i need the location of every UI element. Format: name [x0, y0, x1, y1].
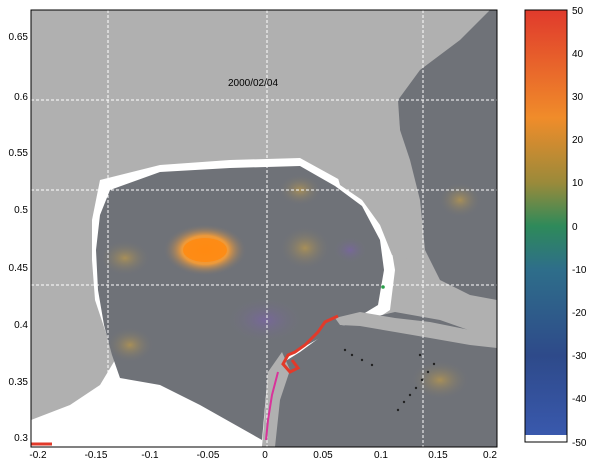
cuba-island [335, 312, 497, 348]
cool-anomaly-central [225, 296, 305, 344]
colorbar-tick-label: 30 [572, 92, 584, 103]
x-tick-label: -0.15 [85, 450, 108, 461]
warm-anomaly-atlantic [438, 182, 482, 218]
colorbar-tick-label: 40 [572, 49, 584, 60]
caribbean-ocean-field [265, 312, 497, 447]
colorbar-tick-label: 50 [572, 6, 584, 17]
warm-anomaly-south [106, 327, 154, 363]
florida-peninsula [330, 110, 415, 262]
colorbar-tick-label: 20 [572, 135, 584, 146]
x-tick-label: -0.05 [197, 450, 220, 461]
track-points [343, 348, 436, 412]
warm-anomaly-north [278, 174, 322, 206]
colorbar-tick-label: 10 [572, 178, 584, 189]
x-tick-label: 0.2 [483, 450, 497, 461]
y-tick-label: 0.55 [9, 148, 29, 159]
warm-anomaly-caribbean [410, 360, 470, 400]
plot-area [31, 10, 497, 447]
colorbar-tick-label: -10 [572, 265, 587, 276]
warm-eddy-core [183, 238, 227, 262]
graticule [31, 10, 497, 447]
y-tick-label: 0.35 [9, 377, 29, 388]
plot-frame [30, 9, 498, 448]
colorbar-gradient [525, 10, 567, 442]
date-label: 2000/02/04 [228, 78, 278, 89]
colorbar-tick-label: -20 [572, 308, 587, 319]
x-axis: -0.2 -0.15 -0.1 -0.05 0 0.05 0.1 0.15 0.… [29, 450, 497, 461]
colorbar-tick-label: 0 [572, 222, 578, 233]
y-tick-label: 0.4 [14, 320, 28, 331]
colorbar-min-swatch [525, 435, 567, 442]
station-marker [381, 285, 385, 289]
y-tick-label: 0.6 [14, 92, 28, 103]
x-tick-label: 0.1 [374, 450, 388, 461]
satellite-track-south [265, 371, 279, 441]
x-tick-label: -0.2 [29, 450, 47, 461]
warm-anomaly-west [99, 240, 151, 276]
satellite-track [281, 314, 339, 374]
y-tick-label: 0.65 [9, 32, 29, 43]
y-axis: 0.65 0.6 0.55 0.5 0.45 0.4 0.35 0.3 [9, 32, 29, 444]
y-tick-label: 0.5 [14, 205, 28, 216]
colorbar-tick-label: -30 [572, 351, 587, 362]
cool-anomaly-east [332, 236, 368, 264]
yucatan-peninsula [262, 352, 290, 447]
x-tick-label: 0.15 [428, 450, 448, 461]
colorbar-tick-label: -50 [572, 438, 587, 449]
y-tick-label: 0.3 [14, 433, 28, 444]
x-tick-label: 0 [262, 450, 268, 461]
colorbar-tick-label: -40 [572, 394, 587, 405]
colorbar-frame [524, 9, 568, 443]
warm-anomaly-east [279, 226, 331, 270]
x-tick-label: 0.05 [313, 450, 333, 461]
x-tick-label: -0.1 [141, 450, 159, 461]
colorbar: 50 40 30 20 10 0 -10 -20 -30 -40 -50 [524, 6, 587, 449]
y-tick-label: 0.45 [9, 263, 29, 274]
